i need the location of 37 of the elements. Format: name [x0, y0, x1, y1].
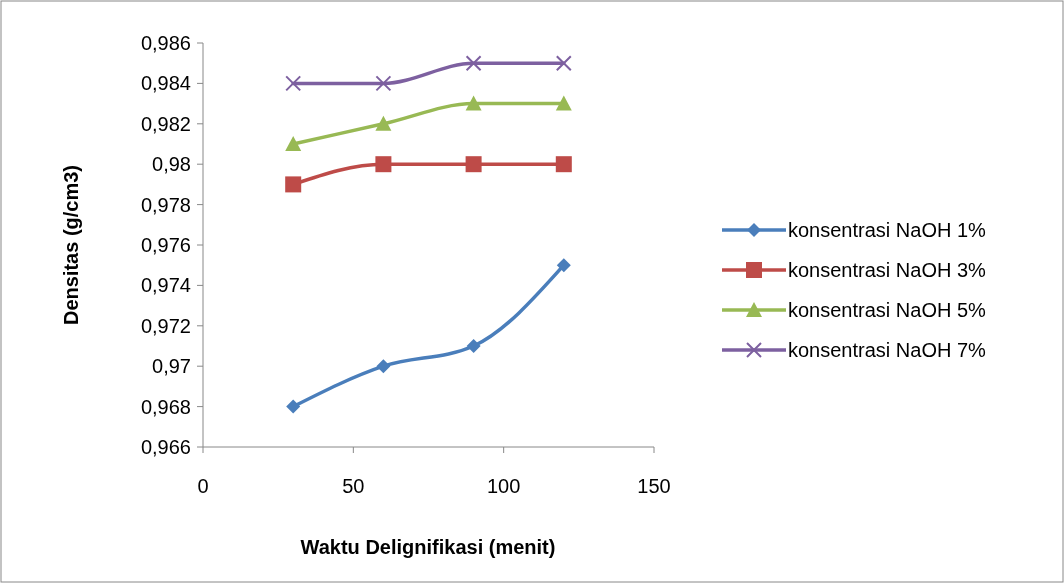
- x-axis-title: Waktu Delignifikasi (menit): [300, 536, 556, 558]
- point: [465, 95, 482, 111]
- legend-label: konsentrasi NaOH 5%: [788, 299, 987, 321]
- point: [376, 359, 391, 374]
- point: [465, 55, 482, 72]
- point: [375, 75, 392, 92]
- legend-label: konsentrasi NaOH 3%: [788, 259, 987, 281]
- x-tick-label: 150: [637, 475, 671, 497]
- x-tick-label: 0: [197, 475, 209, 497]
- point: [555, 156, 572, 173]
- y-tick-label: 0,966: [140, 436, 191, 458]
- point: [555, 55, 572, 72]
- x-tick-label: 100: [486, 475, 521, 497]
- x-tick-label: 50: [342, 475, 365, 497]
- point: [556, 258, 571, 273]
- point: [285, 176, 302, 193]
- y-tick-label: 0,968: [140, 395, 191, 418]
- point: [375, 115, 392, 131]
- y-axis-title: Densitas (g/cm3): [60, 164, 82, 326]
- legend-label: konsentrasi NaOH 7%: [788, 339, 987, 361]
- point: [555, 95, 572, 111]
- point: [286, 399, 301, 414]
- y-tick-label: 0,978: [140, 193, 191, 216]
- y-tick-label: 0,972: [140, 314, 191, 337]
- point: [375, 156, 392, 173]
- y-tick-label: 0,974: [140, 274, 191, 297]
- y-tick-label: 0,984: [140, 72, 191, 95]
- point: [285, 136, 302, 151]
- y-tick-label: 0,976: [140, 234, 191, 256]
- point: [465, 156, 482, 173]
- y-tick-label: 0,986: [140, 32, 191, 54]
- y-tick-label: 0,97: [152, 355, 191, 378]
- legend-label: konsentrasi NaOH 1%: [788, 219, 987, 241]
- point: [285, 75, 302, 92]
- point: [466, 339, 481, 353]
- y-tick-label: 0,982: [140, 112, 191, 135]
- y-tick-label: 0,98: [152, 153, 191, 176]
